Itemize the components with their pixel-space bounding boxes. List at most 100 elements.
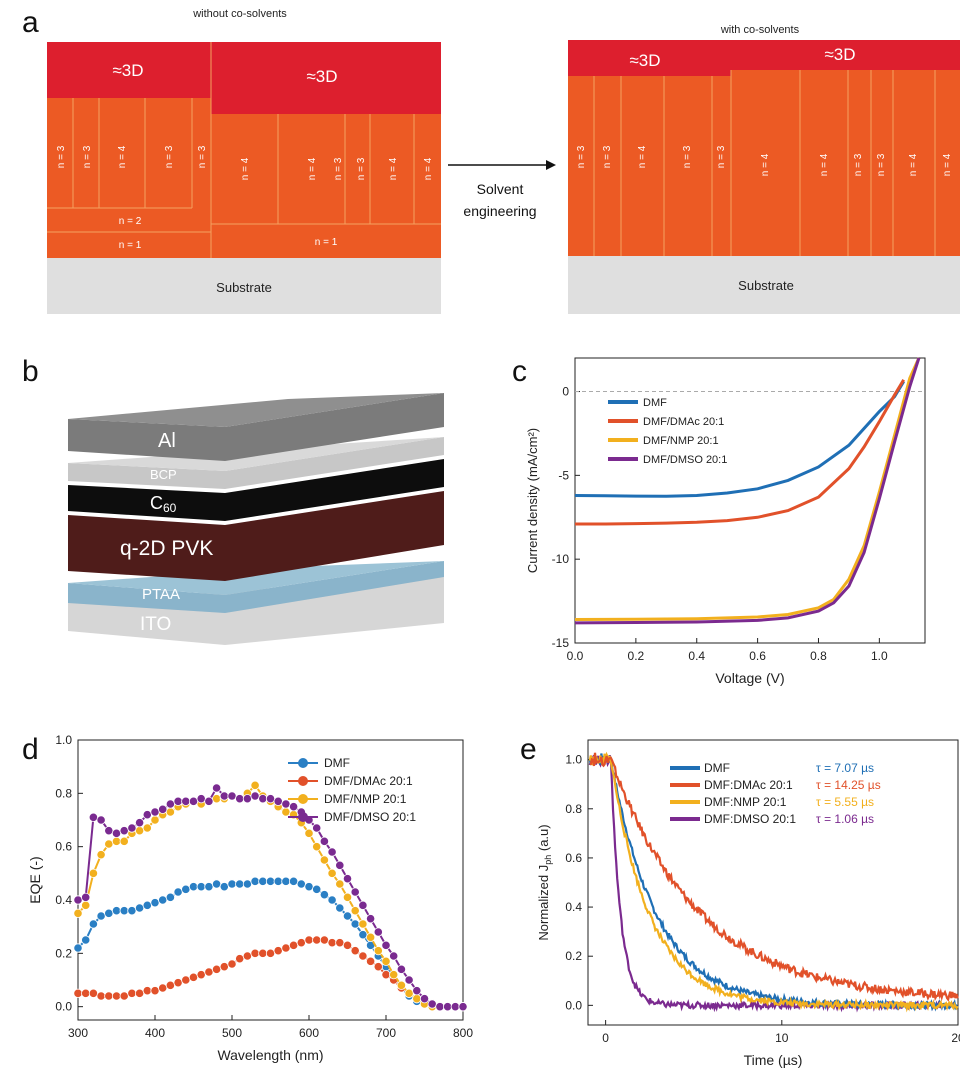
data-point [242,951,252,961]
data-point [242,879,252,889]
data-point [119,836,129,846]
legend-marker [298,776,308,786]
data-point [412,994,422,1004]
data-point [142,810,152,820]
legend-label: DMF/DMAc 20:1 [643,416,724,428]
x-tick-label: 400 [145,1026,165,1040]
data-point [358,951,368,961]
data-point [319,836,329,846]
data-point [219,962,229,972]
series-line-3 [588,753,959,1013]
y-tick-label: 0.6 [565,851,582,865]
data-point [188,882,199,892]
x-tick-label: 0 [602,1031,609,1045]
left-col-label: n = 4 [423,157,434,180]
right-col-label: n = 4 [637,145,648,168]
data-point [119,991,129,1001]
data-point [165,807,175,817]
data-point [81,892,91,902]
data-point [427,999,437,1009]
data-point [142,823,152,833]
data-point [273,796,283,806]
data-point [96,911,106,921]
data-point [335,938,345,948]
data-point [342,940,353,950]
data-point [358,930,368,940]
y-tick-label: 0.2 [565,949,582,963]
data-point [319,890,329,900]
data-point [327,938,337,948]
legend-label: DMF [704,761,730,775]
data-point [373,946,383,956]
data-point [412,986,422,996]
data-point [312,884,322,894]
data-point [342,911,353,921]
data-point [312,842,322,852]
right-col-label: n = 4 [908,153,919,176]
data-point [304,935,314,945]
y-tick-label: 0.2 [55,946,72,960]
data-point [135,818,145,828]
legend-tau: τ = 7.07 µs [816,761,874,775]
data-point [135,826,145,836]
data-point [258,948,268,958]
data-point [312,823,322,833]
y-axis-label: Normalized Jph (a.u) [536,824,553,940]
data-point [150,815,160,825]
layer-ito: ITO [140,614,171,635]
data-point [458,1002,468,1012]
x-axis-label: Voltage (V) [715,670,784,686]
layer-bcp: BCP [150,467,177,482]
y-tick-label: 0.0 [565,998,582,1012]
data-point [442,1002,453,1012]
data-point [227,879,237,889]
legend-label: DMF:DMSO 20:1 [704,812,796,826]
legend-label: DMF/DMAc 20:1 [324,774,413,788]
data-point [450,1002,460,1012]
right-col-label: n = 4 [942,153,953,176]
data-point [142,900,152,910]
data-point [227,791,237,801]
legend-label: DMF:NMP 20:1 [704,795,787,809]
data-point [104,826,114,836]
right-col-label: n = 3 [716,145,727,168]
y-tick-label: 0 [562,385,569,399]
data-point [88,919,99,929]
right-3d-label-b: ≈3D [824,45,855,64]
x-tick-label: 700 [376,1026,396,1040]
right-mid-a [568,76,731,256]
data-point [335,860,345,870]
data-point [219,882,229,892]
right-col-label: n = 4 [760,153,771,176]
data-point [111,836,122,846]
data-point [235,954,245,964]
data-point [296,938,306,948]
right-3d-label-a: ≈3D [629,51,660,70]
data-point [365,956,376,966]
data-point [288,940,299,950]
y-axis-label: Current density (mA/cm²) [525,428,540,573]
left-col-label: n = 4 [388,157,399,180]
data-point [88,812,99,822]
data-point [96,850,106,860]
data-point [342,892,353,902]
x-tick-label: 10 [775,1031,789,1045]
legend-tau: τ = 5.55 µs [816,795,874,809]
right-col-label: n = 4 [819,153,830,176]
left-n1b-label: n = 1 [315,237,338,248]
data-point [119,826,129,836]
y-tick-label: 0.8 [565,802,582,816]
data-point [265,876,276,886]
series-line-3 [574,357,921,625]
data-point [173,796,183,806]
data-point [127,906,137,916]
legend-label: DMF/NMP 20:1 [643,435,719,447]
left-col-label: n = 4 [240,157,251,180]
left-col-label: n = 4 [117,145,128,168]
left-col-label: n = 3 [164,145,175,168]
data-point [196,970,206,980]
x-tick-label: 1.0 [871,649,888,663]
legend-tau: τ = 1.06 µs [816,812,874,826]
right-col-label: n = 3 [576,145,587,168]
left-top-3d-b [211,42,441,114]
